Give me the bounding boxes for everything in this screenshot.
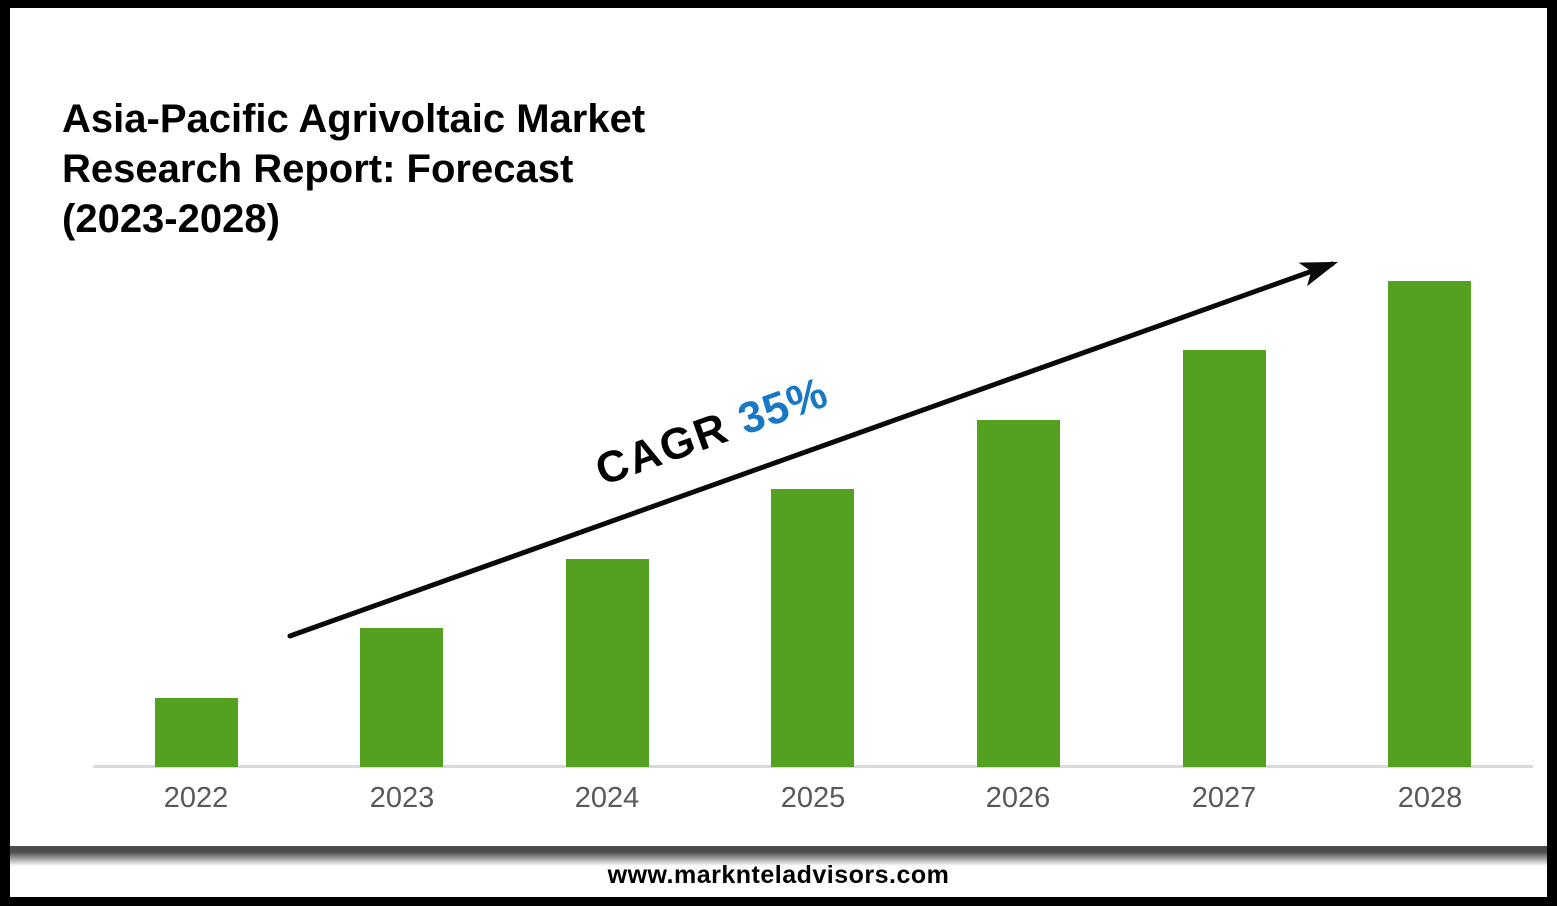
cagr-label: CAGR bbox=[589, 403, 736, 496]
bar-2023 bbox=[360, 628, 443, 767]
cagr-annotation: CAGR35% bbox=[589, 368, 834, 496]
footer-website-url: www.marknteladvisors.com bbox=[607, 861, 950, 889]
x-axis-label-2027: 2027 bbox=[1191, 782, 1257, 814]
chart-title-line-1: Asia-Pacific Agrivoltaic Market bbox=[62, 97, 646, 141]
x-axis-label-2024: 2024 bbox=[574, 782, 640, 814]
bar-2027 bbox=[1183, 350, 1266, 767]
x-axis-label-2025: 2025 bbox=[780, 782, 846, 814]
cagr-value: 35% bbox=[732, 367, 835, 445]
x-axis-label-2028: 2028 bbox=[1397, 782, 1463, 814]
footer-divider-shadow bbox=[10, 852, 1547, 866]
chart-title: Asia-Pacific Agrivoltaic Market Research… bbox=[62, 94, 645, 244]
x-axis-label-2023: 2023 bbox=[369, 782, 435, 814]
chart-title-line-3: (2023-2028) bbox=[62, 197, 280, 241]
x-axis-label-2022: 2022 bbox=[163, 782, 229, 814]
bar-2022 bbox=[155, 698, 238, 767]
footer-divider bbox=[10, 846, 1547, 852]
x-axis-label-2026: 2026 bbox=[985, 782, 1051, 814]
chart-title-line-2: Research Report: Forecast bbox=[62, 147, 574, 191]
bar-2028 bbox=[1388, 281, 1471, 767]
chart-frame: 2022 2023 2024 2025 2026 2027 2028 CAGR35% Asi… bbox=[10, 8, 1547, 897]
bar-2026 bbox=[977, 420, 1060, 767]
bar-2024 bbox=[566, 559, 649, 767]
bar-chart: 2022 2023 2024 2025 2026 2027 2028 CAGR35% bbox=[10, 8, 1547, 897]
bar-2025 bbox=[771, 489, 854, 767]
